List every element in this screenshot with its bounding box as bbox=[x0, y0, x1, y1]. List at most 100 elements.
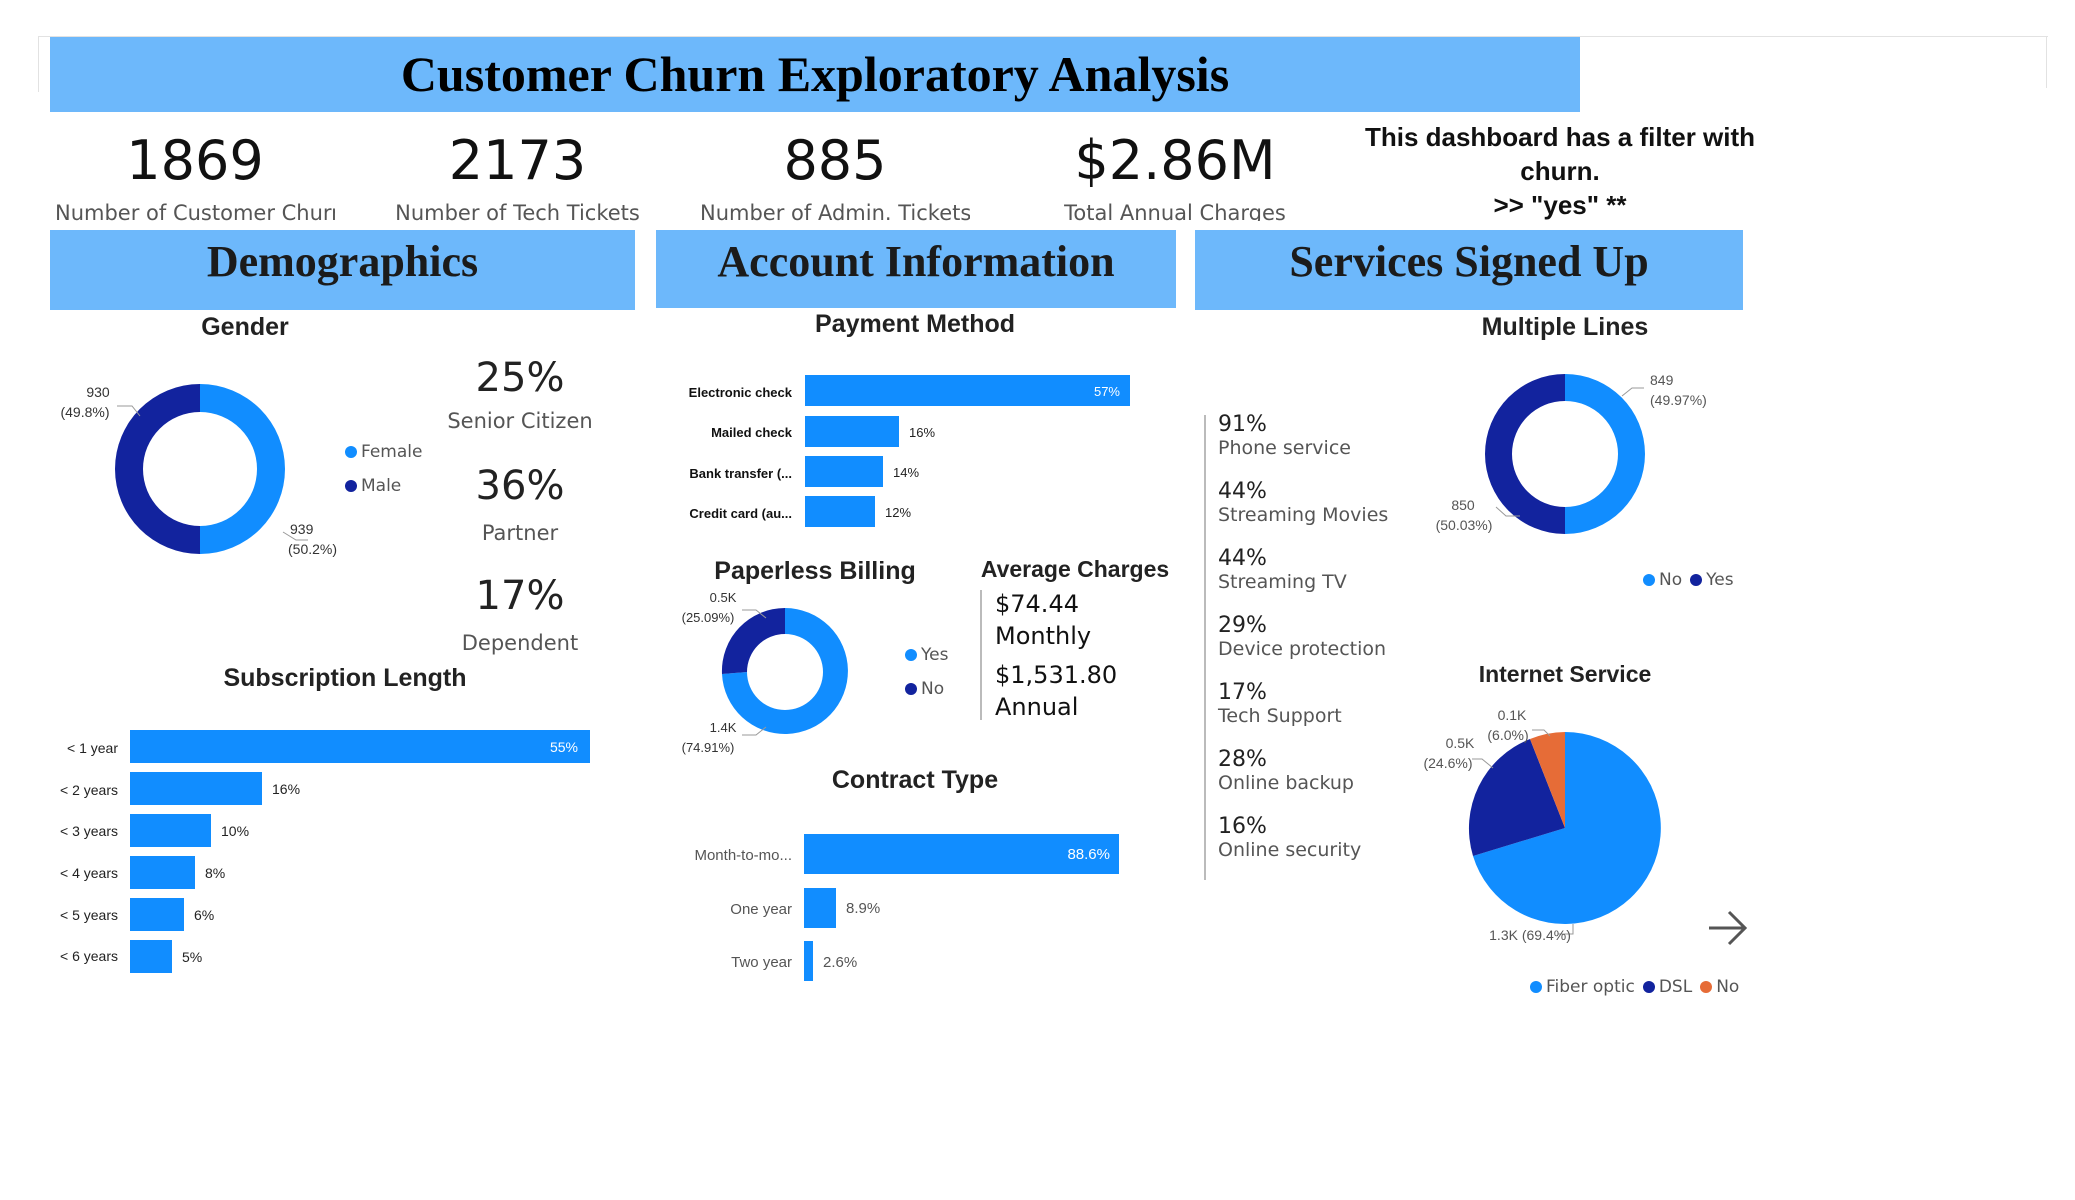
internet-dsl-label: 0.5K bbox=[1446, 735, 1475, 751]
sub-bar-value: 8% bbox=[205, 865, 225, 881]
internet-service-title: Internet Service bbox=[1478, 661, 1652, 687]
service-item: 29% Device protection bbox=[1218, 613, 1388, 680]
service-item: 44% Streaming TV bbox=[1218, 546, 1388, 613]
service-label: Device protection bbox=[1218, 638, 1387, 660]
no-dot-icon bbox=[1643, 574, 1655, 586]
internet-no-label: 0.1K bbox=[1498, 707, 1527, 723]
multiple-lines-legend: No Yes bbox=[1643, 570, 1734, 590]
paperless-slice-no bbox=[721, 607, 785, 674]
paperless-no-label: 0.5K bbox=[710, 590, 737, 605]
internet-slice-dsl bbox=[1468, 739, 1565, 856]
pay-bar-value: 14% bbox=[893, 465, 919, 480]
gender-female-label: 939 bbox=[290, 521, 314, 537]
sub-cat-label: < 2 years bbox=[60, 782, 118, 798]
kpi-card-customer-churn: 1869 Number of Customer Churn bbox=[55, 133, 335, 222]
contract-cat-label: Month-to-mo... bbox=[694, 847, 792, 864]
contract-bar bbox=[804, 888, 836, 928]
legend-label: No bbox=[1659, 570, 1683, 590]
kpi-label: Number of Admin. Tickets bbox=[700, 201, 970, 221]
stat-pct: 17% bbox=[475, 573, 565, 619]
subscription-bar-chart[interactable]: < 1 year < 2 years < 3 years < 4 years <… bbox=[40, 720, 620, 980]
ml-yes-pct: (50.03%) bbox=[1436, 517, 1493, 533]
sub-bar-value: 10% bbox=[221, 823, 249, 839]
pay-bar-value: 16% bbox=[909, 425, 935, 440]
sub-cat-label: < 5 years bbox=[60, 907, 118, 923]
pay-cat-label: Bank transfer (... bbox=[689, 466, 792, 481]
pay-cat-label: Mailed check bbox=[711, 425, 793, 440]
average-charges-title: Average Charges bbox=[980, 556, 1170, 582]
dsl-dot-icon bbox=[1642, 981, 1655, 993]
sub-bar-value: 5% bbox=[182, 949, 202, 965]
contract-cat-label: Two year bbox=[731, 954, 792, 971]
sub-bar bbox=[130, 814, 211, 847]
paperless-donut-chart[interactable]: 0.5K (25.09%) 1.4K (74.91%) bbox=[660, 580, 910, 760]
service-item: 28% Online backup bbox=[1218, 747, 1388, 814]
service-item: 91% Phone service bbox=[1218, 412, 1388, 479]
pay-bar bbox=[805, 416, 899, 447]
multiple-lines-donut-chart[interactable]: 849 (49.97%) 850 (50.03%) bbox=[1400, 360, 1730, 550]
internet-service-pie-chart[interactable]: 0.1K (6.0%) 0.5K (24.6%) 1.3K (69.4%) bbox=[1400, 700, 1760, 960]
stat-pct: 36% bbox=[475, 463, 565, 509]
pay-bar-value: 12% bbox=[885, 505, 911, 520]
monthly-label: Monthly bbox=[995, 622, 1092, 650]
services-banner bbox=[1195, 230, 1743, 310]
services-divider bbox=[1204, 415, 1206, 880]
pay-cat-label: Credit card (au... bbox=[689, 506, 792, 521]
sub-cat-label: < 6 years bbox=[60, 948, 118, 964]
legend-male[interactable]: Male bbox=[345, 476, 422, 496]
internet-no-pct: (6.0%) bbox=[1487, 727, 1528, 743]
kpi-value: $2.86M bbox=[1074, 129, 1276, 192]
service-pct: 44% bbox=[1218, 546, 1267, 571]
legend-fiber-optic[interactable]: Fiber optic bbox=[1530, 977, 1635, 997]
service-item: 17% Tech Support bbox=[1218, 680, 1388, 747]
sub-bar-value: 16% bbox=[272, 781, 300, 797]
gender-female-pct: (50.2%) bbox=[288, 541, 337, 557]
account-banner bbox=[656, 230, 1176, 308]
page-title: Customer Churn Exploratory Analysis bbox=[400, 46, 1230, 102]
sub-bar bbox=[130, 898, 184, 931]
yes-dot-icon bbox=[1690, 574, 1703, 586]
kpi-card-tech-tickets: 2173 Number of Tech Tickets bbox=[385, 133, 650, 222]
sub-bar bbox=[130, 940, 172, 973]
filter-note-line: >> "yes" ** bbox=[1493, 190, 1627, 220]
pay-cat-label: Electronic check bbox=[689, 385, 793, 400]
legend-no[interactable]: No bbox=[1643, 570, 1682, 590]
pay-bar bbox=[805, 375, 1130, 406]
legend-dsl[interactable]: DSL bbox=[1642, 977, 1692, 997]
section-title-account: Account Information bbox=[717, 237, 1115, 286]
no-dot-icon bbox=[905, 683, 917, 695]
filter-note-line: churn. bbox=[1520, 156, 1600, 186]
payment-bar-chart[interactable]: Electronic check Mailed check Bank trans… bbox=[660, 365, 1180, 540]
paperless-chart-title: Paperless Billing bbox=[714, 557, 916, 585]
legend-yes[interactable]: Yes bbox=[1690, 570, 1734, 590]
service-pct: 91% bbox=[1218, 412, 1267, 437]
contract-bar-chart[interactable]: Month-to-mo... One year Two year 88.6% 8… bbox=[660, 825, 1160, 985]
legend-label: Fiber optic bbox=[1546, 977, 1635, 997]
internet-fiber-label: 1.3K (69.4%) bbox=[1489, 927, 1571, 943]
legend-yes[interactable]: Yes bbox=[905, 645, 948, 665]
filter-note-line: This dashboard has a filter with bbox=[1364, 122, 1756, 152]
legend-label: Yes bbox=[1706, 570, 1734, 590]
ml-slice-yes bbox=[1485, 374, 1565, 534]
legend-no[interactable]: No bbox=[905, 679, 948, 699]
paperless-slice-yes bbox=[722, 608, 848, 734]
legend-no[interactable]: No bbox=[1700, 977, 1739, 997]
contract-bar-value: 2.6% bbox=[823, 954, 857, 971]
gender-donut-chart[interactable]: 930 (49.8%) 939 (50.2%) bbox=[40, 350, 440, 580]
next-page-arrow-icon[interactable] bbox=[1705, 905, 1751, 951]
pay-bar-value: 57% bbox=[1094, 384, 1120, 399]
kpi-value: 885 bbox=[783, 129, 887, 192]
legend-female[interactable]: Female bbox=[345, 442, 422, 462]
ml-no-label: 849 bbox=[1650, 372, 1674, 388]
sub-cat-label: < 4 years bbox=[60, 865, 118, 881]
paperless-legend: Yes No bbox=[905, 645, 948, 699]
kpi-label: Total Annual Charges bbox=[1064, 201, 1286, 221]
pay-bar bbox=[805, 496, 875, 527]
sub-cat-label: < 1 year bbox=[67, 740, 118, 756]
subscription-chart-title: Subscription Length bbox=[223, 664, 467, 692]
service-label: Streaming TV bbox=[1218, 571, 1347, 593]
sub-cat-label: < 3 years bbox=[60, 823, 118, 839]
gender-chart-title: Gender bbox=[201, 313, 289, 341]
internet-dsl-pct: (24.6%) bbox=[1423, 755, 1472, 771]
service-item: 16% Online security bbox=[1218, 814, 1388, 881]
